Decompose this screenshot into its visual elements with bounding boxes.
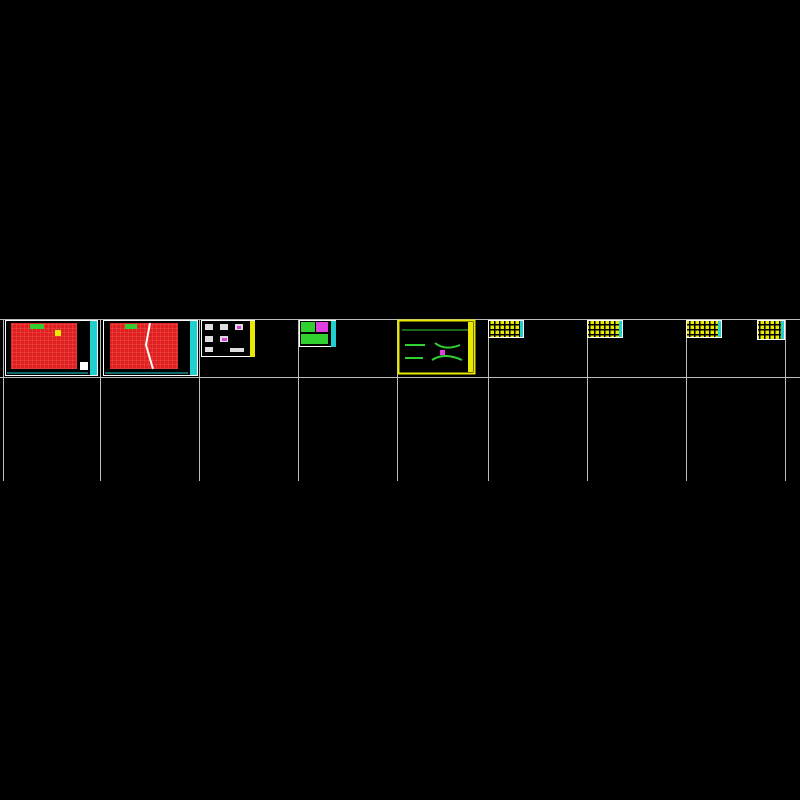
sheet-1 <box>5 320 98 376</box>
sheet-4 <box>299 320 336 347</box>
sheet-7 <box>587 320 623 338</box>
sheet-2 <box>103 320 198 376</box>
sheet-9 <box>757 320 785 340</box>
sheet-5 <box>397 319 476 375</box>
sheet-8 <box>686 320 722 338</box>
sheet-3 <box>201 320 255 357</box>
sheet-6 <box>488 320 524 338</box>
